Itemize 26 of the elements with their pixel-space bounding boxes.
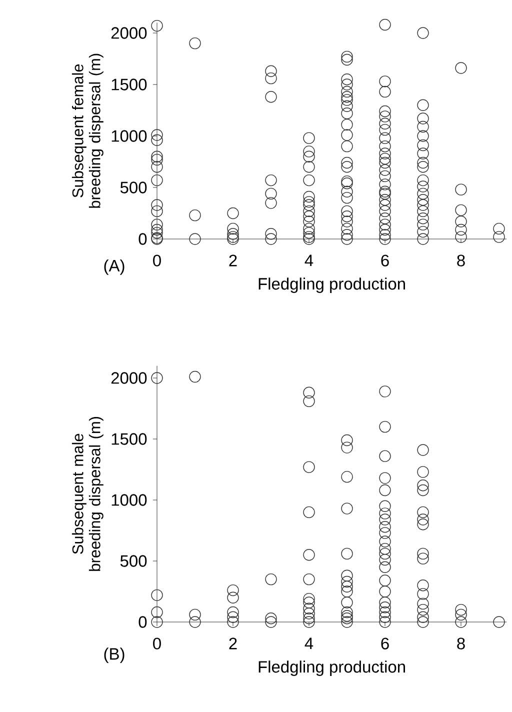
y-tick-label: 1500 <box>112 78 147 90</box>
y-tick-label: 1500 <box>112 433 147 445</box>
y-tick-label: 500 <box>120 555 147 567</box>
x-axis-title: Fledgling production <box>258 278 405 293</box>
x-tick-label: 6 <box>381 638 389 650</box>
x-tick-label: 0 <box>153 254 161 266</box>
y-tick-label: 1000 <box>112 494 147 506</box>
y-tick-label: 2000 <box>111 27 147 39</box>
y-tick-label: 1000 <box>112 130 147 142</box>
y-tick-label: 2000 <box>111 372 147 384</box>
text: (B) <box>104 648 124 664</box>
x-tick-label: 6 <box>381 254 389 266</box>
x-tick-label: 4 <box>304 254 314 266</box>
x-tick-label: 8 <box>457 638 465 650</box>
x-tick-label: 2 <box>229 638 237 650</box>
y-tick-label: 0 <box>138 233 147 245</box>
y-axis-title: Subsequent female breeding dispersal (m) <box>72 54 104 208</box>
y-tick-label: 0 <box>138 616 147 628</box>
x-axis-title: Fledgling production <box>258 660 405 676</box>
y-axis-title: Subsequent male breeding dispersal (m) <box>72 416 104 571</box>
text: (A) <box>104 259 124 275</box>
x-tick-label: 2 <box>229 254 237 266</box>
x-tick-label: 4 <box>304 638 314 650</box>
x-tick-label: 0 <box>153 638 161 650</box>
x-tick-label: 8 <box>457 254 465 266</box>
y-tick-label: 500 <box>120 182 147 194</box>
